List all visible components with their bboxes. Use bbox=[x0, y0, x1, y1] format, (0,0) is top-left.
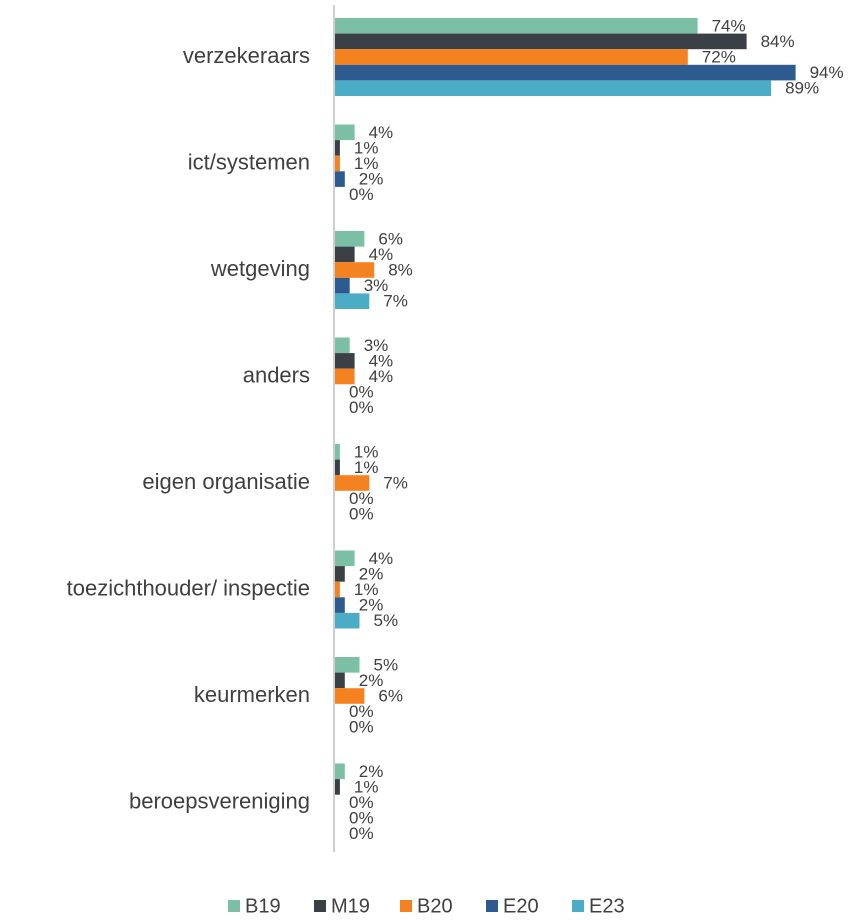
value-label: 2% bbox=[359, 596, 384, 615]
bar bbox=[335, 49, 688, 65]
bar bbox=[335, 18, 698, 34]
legend-label: B20 bbox=[417, 895, 453, 917]
bar bbox=[335, 444, 340, 460]
value-label: 4% bbox=[369, 549, 394, 568]
value-label: 3% bbox=[364, 336, 389, 355]
value-label: 0% bbox=[349, 809, 374, 828]
bar bbox=[335, 566, 345, 582]
value-label: 5% bbox=[374, 655, 399, 674]
category-label: wetgeving bbox=[210, 256, 310, 281]
category-label: ict/systemen bbox=[188, 149, 310, 174]
bar bbox=[335, 459, 340, 476]
bar bbox=[335, 80, 772, 96]
value-label: 7% bbox=[383, 292, 408, 311]
bar bbox=[335, 657, 360, 673]
value-label: 0% bbox=[349, 702, 374, 721]
value-label: 4% bbox=[369, 123, 394, 142]
legend-swatch bbox=[314, 900, 326, 912]
value-label: 89% bbox=[785, 79, 819, 98]
value-label: 84% bbox=[761, 32, 795, 51]
bar bbox=[335, 262, 375, 278]
legend-label: E23 bbox=[589, 895, 625, 917]
value-label: 94% bbox=[810, 63, 844, 82]
value-label: 4% bbox=[369, 367, 394, 386]
value-label: 0% bbox=[349, 824, 374, 843]
bar bbox=[335, 246, 355, 263]
legend-swatch bbox=[400, 900, 412, 912]
legend-swatch bbox=[486, 900, 498, 912]
value-label: 4% bbox=[369, 245, 394, 264]
legend-label: B19 bbox=[245, 895, 281, 917]
category-label: toezichthouder/ inspectie bbox=[67, 575, 310, 600]
value-label: 2% bbox=[359, 170, 384, 189]
category-label: anders bbox=[243, 362, 310, 387]
bar bbox=[335, 124, 355, 141]
value-label: 1% bbox=[354, 442, 379, 461]
bar bbox=[335, 140, 340, 156]
bar bbox=[335, 155, 340, 172]
bar bbox=[335, 337, 350, 354]
value-label: 1% bbox=[354, 777, 379, 796]
bar bbox=[335, 171, 345, 187]
value-label: 0% bbox=[349, 398, 374, 417]
value-label: 6% bbox=[378, 686, 403, 705]
value-label: 8% bbox=[388, 260, 413, 279]
bar bbox=[335, 779, 340, 795]
value-label: 5% bbox=[374, 611, 399, 630]
category-label: beroepsvereniging bbox=[129, 788, 310, 813]
value-label: 6% bbox=[378, 229, 403, 248]
legend-label: M19 bbox=[331, 895, 370, 917]
value-label: 72% bbox=[702, 47, 736, 66]
value-label: 3% bbox=[364, 276, 389, 295]
bar bbox=[335, 353, 355, 369]
value-label: 74% bbox=[712, 16, 746, 35]
value-label: 0% bbox=[349, 383, 374, 402]
value-label: 7% bbox=[383, 473, 408, 492]
bar bbox=[335, 581, 340, 598]
bar bbox=[335, 550, 355, 567]
value-label: 2% bbox=[359, 564, 384, 583]
bar bbox=[335, 64, 796, 81]
value-label: 2% bbox=[359, 762, 384, 781]
bar bbox=[335, 763, 345, 780]
bar bbox=[335, 475, 370, 491]
value-label: 0% bbox=[349, 185, 374, 204]
bar bbox=[335, 33, 747, 50]
value-label: 0% bbox=[349, 793, 374, 812]
bar bbox=[335, 277, 350, 294]
bar bbox=[335, 231, 365, 247]
value-label: 1% bbox=[354, 580, 379, 599]
bar bbox=[335, 672, 345, 689]
bar bbox=[335, 293, 370, 309]
category-label: keurmerken bbox=[194, 682, 310, 707]
bar bbox=[335, 688, 365, 704]
legend-label: E20 bbox=[503, 895, 539, 917]
value-label: 1% bbox=[354, 138, 379, 157]
legend-swatch bbox=[572, 900, 584, 912]
value-label: 1% bbox=[354, 154, 379, 173]
bar bbox=[335, 612, 360, 629]
legend-swatch bbox=[228, 900, 240, 912]
value-label: 0% bbox=[349, 489, 374, 508]
category-label: verzekeraars bbox=[183, 43, 310, 68]
bar bbox=[335, 368, 355, 385]
value-label: 1% bbox=[354, 458, 379, 477]
bar bbox=[335, 597, 345, 613]
value-label: 0% bbox=[349, 505, 374, 524]
value-label: 0% bbox=[349, 718, 374, 737]
value-label: 2% bbox=[359, 671, 384, 690]
value-label: 4% bbox=[369, 351, 394, 370]
category-label: eigen organisatie bbox=[142, 469, 310, 494]
